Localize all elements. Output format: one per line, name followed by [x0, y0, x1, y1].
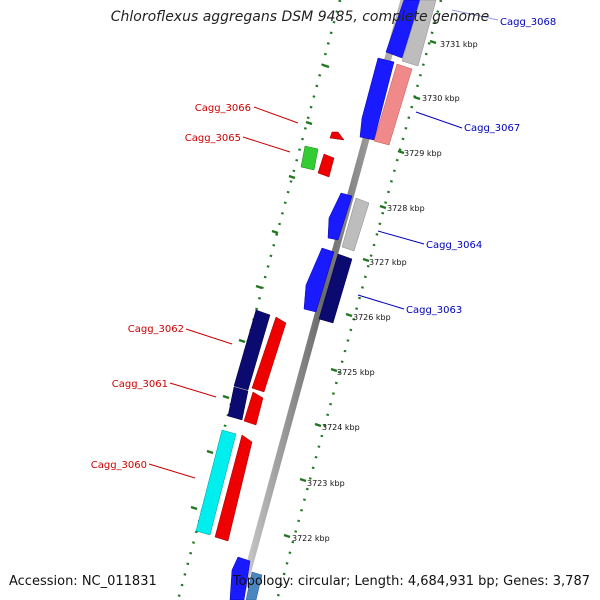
page-title: Chloroflexus aggregans DSM 9485, complet…	[110, 9, 490, 25]
label-cagg-3065[interactable]: Cagg_3065	[185, 133, 241, 144]
gene-cagg-3063-blue[interactable]	[303, 247, 335, 313]
kbp-label-3730: 3730 kbp	[422, 94, 460, 103]
gene-cagg-3068-blue[interactable]	[385, 0, 421, 59]
kbp-label-3728: 3728 kbp	[387, 204, 425, 213]
gene-cagg-3060-cyan[interactable]	[195, 429, 237, 536]
accession-label: Accession: NC_011831	[9, 574, 157, 589]
leader-cagg-3062	[185, 328, 233, 345]
label-cagg-3062[interactable]: Cagg_3062	[128, 324, 184, 335]
label-cagg-3068[interactable]: Cagg_3068	[500, 17, 556, 28]
leader-cagg-3060	[148, 463, 196, 479]
gene-cagg-3066[interactable]	[329, 131, 345, 141]
label-cagg-3067[interactable]: Cagg_3067	[464, 123, 520, 134]
leader-cagg-3064	[377, 230, 425, 245]
gene-cagg-3065-green[interactable]	[300, 145, 319, 171]
label-cagg-3061[interactable]: Cagg_3061	[112, 379, 168, 390]
gene-cagg-3060-red[interactable]	[214, 434, 253, 542]
kbp-label-3727: 3727 kbp	[369, 258, 407, 267]
topology-label: Topology: circular; Length: 4,684,931 bp…	[232, 574, 590, 589]
gene-cagg-3067-blue[interactable]	[359, 57, 395, 141]
gene-cagg-3063-navy[interactable]	[318, 253, 353, 324]
gene-cagg-3062-navy[interactable]	[233, 309, 271, 391]
label-cagg-3060[interactable]: Cagg_3060	[91, 460, 147, 471]
gene-cagg-3061-navy[interactable]	[227, 386, 249, 421]
label-cagg-3064[interactable]: Cagg_3064	[426, 240, 482, 251]
outer-tick-rail	[275, 0, 443, 600]
gene-cagg-3064-gray[interactable]	[341, 197, 370, 252]
kbp-label-3731: 3731 kbp	[440, 40, 478, 49]
leader-cagg-3061	[169, 382, 217, 398]
gene-cagg-3061-red[interactable]	[243, 391, 264, 426]
gene-bottom-steelblue[interactable]	[245, 571, 263, 600]
kbp-label-3722: 3722 kbp	[292, 534, 330, 543]
kbp-label-3725: 3725 kbp	[337, 368, 375, 377]
gene-cagg-3062-red[interactable]	[251, 316, 287, 393]
leader-cagg-3066	[253, 106, 299, 124]
leader-cagg-3065	[242, 136, 291, 153]
gene-bottom-blue[interactable]	[229, 556, 251, 600]
gene-cagg-3065-red[interactable]	[317, 153, 335, 178]
kbp-label-3729: 3729 kbp	[404, 149, 442, 158]
leader-cagg-3063	[357, 294, 405, 310]
kbp-label-3724: 3724 kbp	[322, 423, 360, 432]
label-cagg-3066[interactable]: Cagg_3066	[195, 103, 251, 114]
major-ticks	[190, 39, 437, 539]
kbp-label-3726: 3726 kbp	[353, 313, 391, 322]
label-cagg-3063[interactable]: Cagg_3063	[406, 305, 462, 316]
leader-cagg-3068	[451, 9, 499, 21]
leader-cagg-3067	[415, 111, 463, 129]
gene-cagg-3068-gray[interactable]	[401, 0, 437, 67]
kbp-label-3723: 3723 kbp	[307, 479, 345, 488]
gene-cagg-3064-blue[interactable]	[327, 192, 353, 241]
gene-cagg-3067-pink[interactable]	[373, 63, 413, 146]
